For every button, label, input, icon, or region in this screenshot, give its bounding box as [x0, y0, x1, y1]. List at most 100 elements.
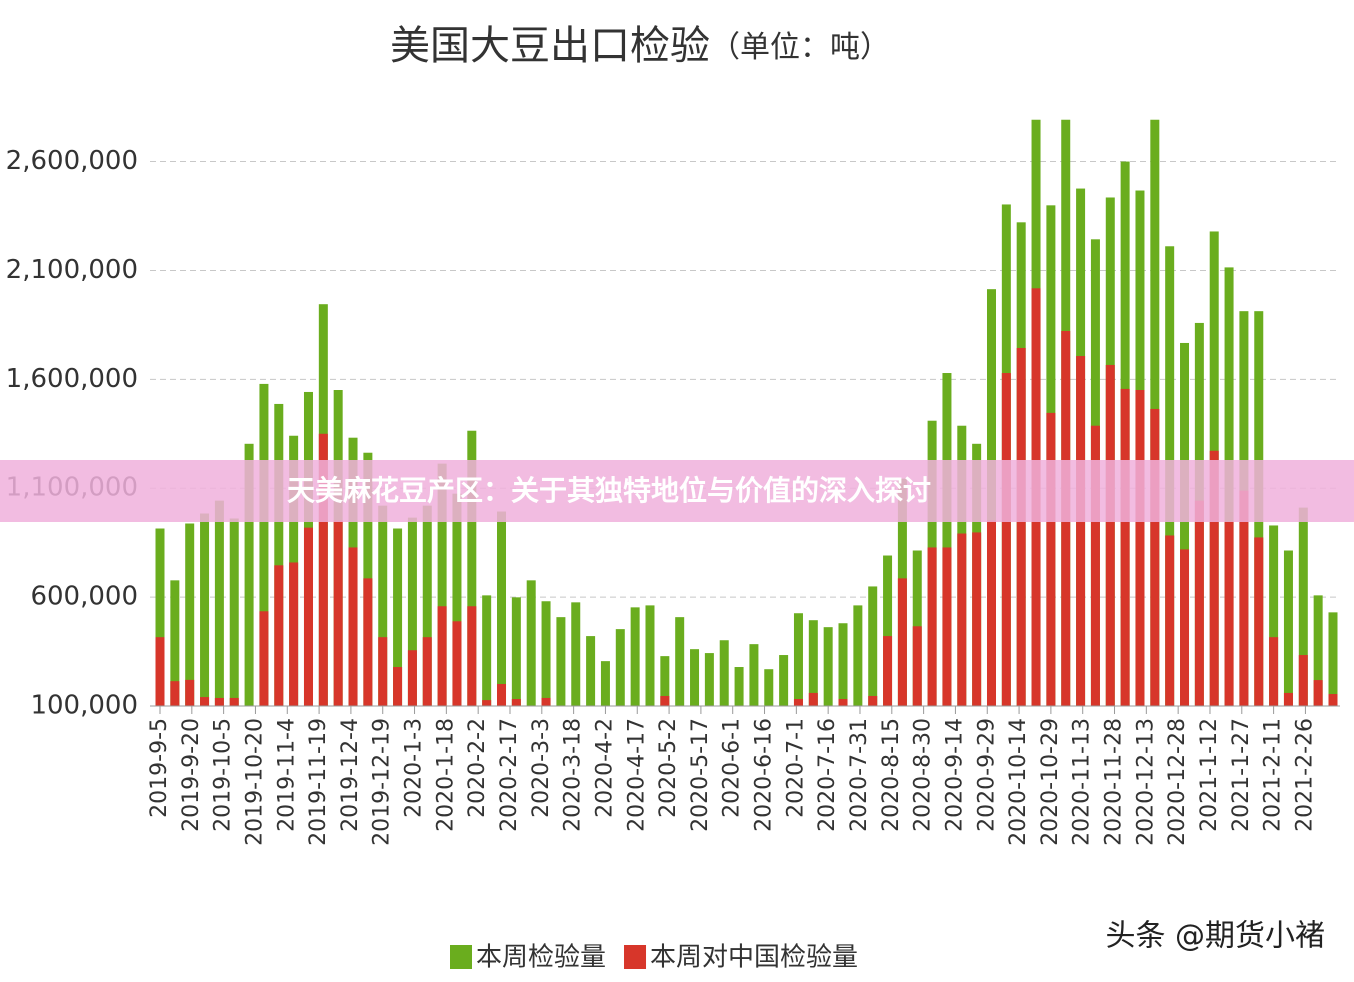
bar — [1209, 450, 1219, 706]
bar — [600, 661, 610, 706]
bar — [1224, 521, 1234, 706]
bar — [942, 373, 952, 706]
bar — [957, 533, 967, 706]
bar — [526, 580, 536, 706]
bar — [779, 655, 789, 706]
x-tick-label: 2021-1-27 — [1229, 718, 1254, 832]
x-tick-label: 2019-10-20 — [242, 718, 267, 846]
bar — [274, 565, 284, 706]
bar — [452, 621, 462, 706]
x-tick-label: 2019-12-19 — [370, 718, 395, 846]
x-tick-label: 2021-1-12 — [1197, 718, 1222, 832]
bar — [690, 649, 700, 706]
bar — [1016, 347, 1026, 706]
bar — [764, 669, 774, 706]
x-tick-label: 2020-10-29 — [1038, 718, 1063, 846]
bar — [1194, 500, 1204, 706]
x-tick-label: 2020-10-14 — [1006, 718, 1031, 846]
x-tick-label: 2020-6-16 — [752, 718, 777, 832]
banner-text: 天美麻花豆产区：关于其独特地位与价值的深入探讨 — [287, 474, 931, 507]
x-tick-label: 2020-8-30 — [911, 718, 936, 832]
bar — [422, 505, 432, 706]
bar — [155, 528, 165, 706]
banner-bg — [0, 460, 1354, 522]
bar — [897, 578, 907, 706]
bar — [808, 620, 818, 706]
bar — [185, 523, 195, 706]
legend-label: 本周检验量 — [476, 943, 606, 973]
x-tick-label: 2020-9-29 — [974, 718, 999, 832]
x-tick-label: 2020-1-18 — [433, 718, 458, 832]
bar — [437, 606, 447, 706]
bar — [749, 644, 759, 706]
bar — [1105, 364, 1115, 706]
bar — [883, 555, 893, 706]
bar — [838, 699, 848, 706]
bar — [378, 637, 388, 706]
bar — [1120, 388, 1130, 706]
bar — [734, 667, 744, 706]
x-tick-label: 2020-7-16 — [815, 718, 840, 832]
bar — [541, 601, 551, 706]
x-tick-label: 2020-4-2 — [592, 718, 617, 818]
bar — [1298, 507, 1308, 706]
bar — [838, 623, 848, 706]
bar — [1150, 408, 1160, 706]
bar — [170, 681, 180, 706]
bar — [1298, 655, 1308, 706]
x-tick-label: 2020-5-17 — [688, 718, 713, 832]
bar — [452, 493, 462, 706]
bar — [348, 547, 358, 706]
y-tick-label: 2,600,000 — [6, 146, 138, 176]
bar — [719, 640, 729, 706]
bar — [660, 656, 670, 706]
bar — [1328, 694, 1338, 706]
bar — [1135, 390, 1145, 706]
bar — [303, 527, 313, 706]
bar — [1046, 412, 1056, 706]
x-tick-label: 2020-2-17 — [497, 718, 522, 832]
bar — [511, 597, 521, 706]
bar — [541, 697, 551, 706]
bar — [467, 430, 477, 706]
bar — [1239, 490, 1249, 706]
bar — [259, 383, 269, 706]
legend-label: 本周对中国检验量 — [650, 943, 858, 973]
bar — [808, 692, 818, 706]
bar — [883, 636, 893, 706]
bar — [289, 562, 299, 706]
bar — [660, 695, 670, 706]
x-tick-label: 2020-11-13 — [1070, 718, 1095, 846]
bar — [615, 629, 625, 706]
bar — [497, 511, 507, 706]
bar — [259, 611, 269, 706]
bar — [675, 617, 685, 706]
x-tick-label: 2020-8-15 — [879, 718, 904, 832]
bar — [630, 607, 640, 706]
x-tick-label: 2019-11-19 — [306, 718, 331, 846]
x-tick-label: 2019-10-5 — [211, 718, 236, 832]
x-tick-label: 2019-12-4 — [338, 718, 363, 832]
bar — [704, 653, 714, 706]
y-tick-label: 2,100,000 — [6, 255, 138, 285]
bar — [1328, 612, 1338, 706]
bar — [393, 667, 403, 706]
x-tick-label: 2021-2-26 — [1292, 718, 1317, 832]
bar — [407, 650, 417, 706]
x-tick-label: 2020-3-18 — [561, 718, 586, 832]
y-tick-label: 1,600,000 — [6, 364, 138, 394]
x-tick-label: 2020-9-14 — [942, 718, 967, 832]
x-tick-label: 2020-12-28 — [1165, 718, 1190, 846]
x-tick-label: 2020-12-13 — [1133, 718, 1158, 846]
bar — [1269, 525, 1279, 706]
chart-title-group: 美国大豆出口检验（单位：吨） — [390, 23, 890, 69]
bar — [912, 626, 922, 706]
x-tick-label: 2019-9-5 — [147, 718, 172, 818]
chart-subtitle: （单位：吨） — [710, 30, 890, 65]
bar — [586, 636, 596, 706]
bar — [155, 637, 165, 706]
bar — [942, 547, 952, 706]
bar — [407, 517, 417, 706]
x-tick-label: 2020-11-28 — [1102, 718, 1127, 846]
